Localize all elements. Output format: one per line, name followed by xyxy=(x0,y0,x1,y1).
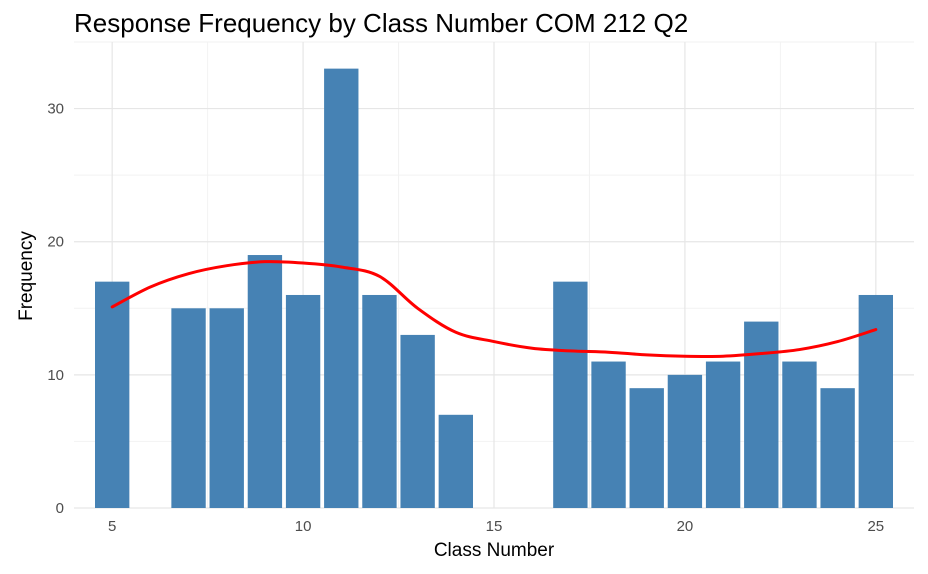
bar xyxy=(171,308,206,508)
bar xyxy=(324,68,359,508)
bar xyxy=(95,281,130,508)
bar xyxy=(820,388,855,508)
bar xyxy=(591,361,626,508)
x-axis-title: Class Number xyxy=(434,540,555,561)
bar xyxy=(362,294,397,508)
chart-title: Response Frequency by Class Number COM 2… xyxy=(74,8,689,38)
y-tick-label: 30 xyxy=(47,101,64,118)
x-tick-label: 20 xyxy=(677,518,694,535)
bar xyxy=(553,281,588,508)
bars xyxy=(95,68,893,508)
bar xyxy=(705,361,741,508)
x-tick-label: 25 xyxy=(867,518,884,535)
y-tick-label: 0 xyxy=(56,500,64,517)
bar xyxy=(438,414,473,508)
bar xyxy=(782,361,817,508)
bar xyxy=(209,308,244,508)
bar xyxy=(858,294,893,508)
x-tick-label: 5 xyxy=(108,518,116,535)
y-tick-labels: 0 10 20 30 xyxy=(47,101,64,517)
bar xyxy=(400,334,435,508)
bar xyxy=(629,388,664,508)
bar xyxy=(285,294,321,508)
bar xyxy=(667,374,703,508)
y-tick-label: 10 xyxy=(47,367,64,384)
x-tick-label: 10 xyxy=(295,518,312,535)
y-axis-title: Frequency xyxy=(16,231,37,321)
y-tick-label: 20 xyxy=(47,234,64,251)
x-tick-labels: 5 10 15 20 25 xyxy=(108,518,884,535)
bar xyxy=(744,321,779,508)
smooth-trend-line xyxy=(110,260,878,358)
x-tick-label: 15 xyxy=(486,518,503,535)
bar xyxy=(247,255,283,508)
